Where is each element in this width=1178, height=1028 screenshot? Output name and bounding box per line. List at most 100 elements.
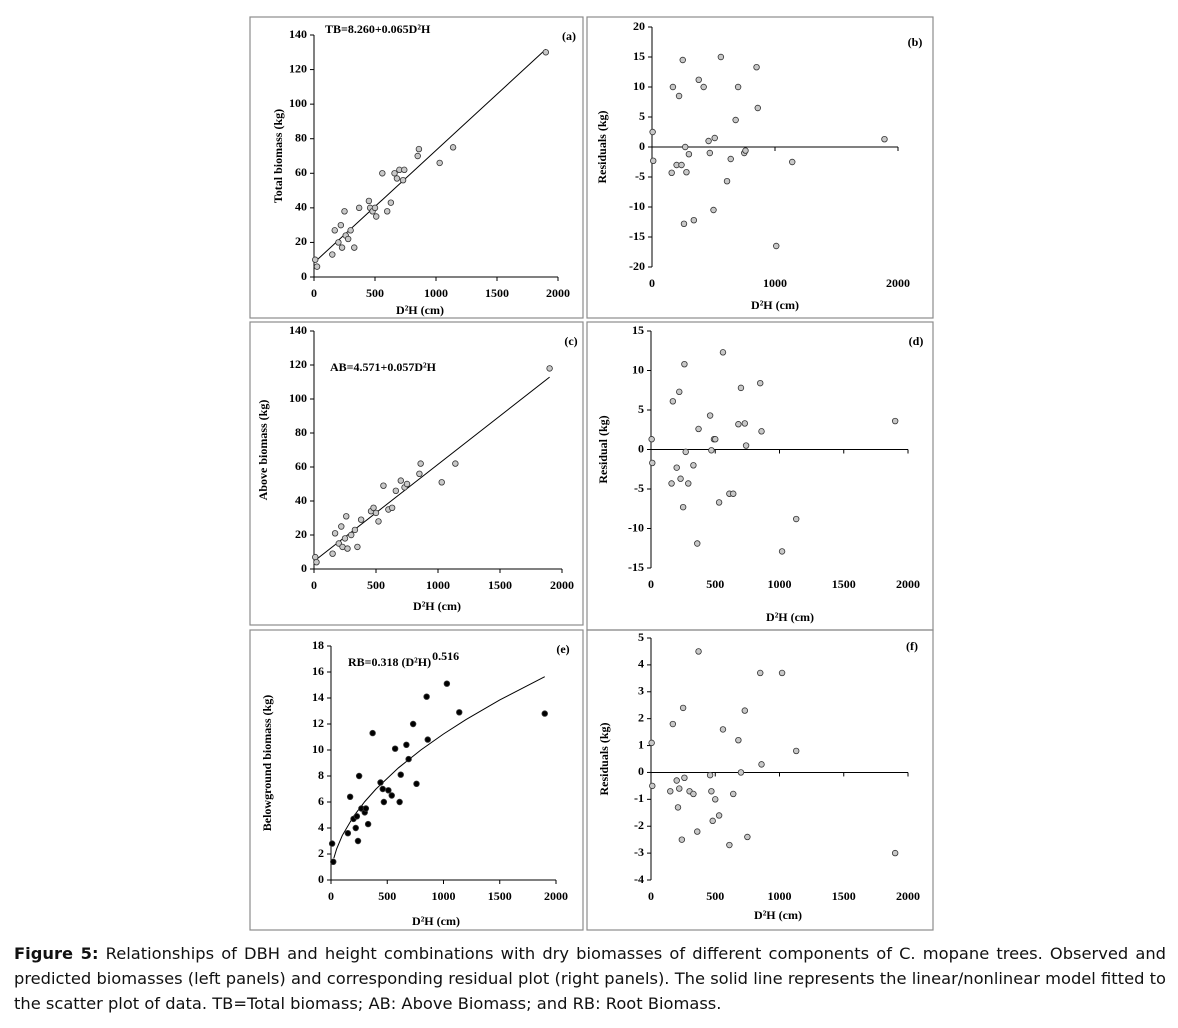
point (338, 523, 345, 530)
point (683, 168, 690, 176)
x-axis-label: D²H (cm) (396, 303, 444, 317)
point (715, 499, 723, 506)
point (354, 543, 361, 551)
point (379, 785, 386, 793)
x-tick-label: 1500 (488, 578, 512, 592)
point (681, 360, 688, 368)
y-tick-label: -1 (634, 791, 644, 805)
point (313, 559, 320, 566)
point (758, 428, 765, 435)
point (753, 63, 760, 71)
x-tick-label: 2000 (896, 577, 920, 591)
point (364, 820, 372, 828)
point (757, 379, 764, 387)
point (681, 774, 688, 782)
point (312, 553, 319, 561)
point (330, 858, 337, 865)
point (397, 477, 404, 484)
point (348, 531, 355, 539)
point (649, 459, 656, 467)
point (388, 504, 396, 511)
point (380, 798, 388, 806)
point (443, 680, 451, 687)
x-axis-label: D²H (cm) (754, 908, 802, 922)
point (690, 790, 697, 798)
y-tick-label: 0 (638, 764, 644, 778)
point (758, 761, 765, 768)
point (415, 145, 423, 153)
point (405, 755, 412, 763)
y-tick-label: -15 (628, 560, 644, 574)
point (676, 785, 683, 792)
point (337, 221, 345, 229)
x-tick-label: 2000 (544, 889, 568, 903)
point (436, 159, 443, 167)
point (649, 782, 656, 790)
x-tick-label: 1500 (485, 286, 509, 300)
point (649, 128, 656, 136)
y-tick-label: 40 (295, 200, 307, 214)
point (452, 460, 459, 467)
point (741, 420, 749, 427)
point (371, 204, 379, 212)
point (708, 788, 715, 795)
y-tick-label: -3 (634, 845, 644, 859)
x-tick-label: 2000 (550, 578, 574, 592)
y-tick-label: -10 (628, 520, 644, 534)
point (397, 771, 404, 778)
point (732, 116, 739, 124)
point (354, 837, 362, 845)
equation: TB=8.260+0.065D²H (325, 22, 431, 36)
point (712, 796, 719, 803)
y-tick-label: -20 (629, 259, 645, 273)
point (403, 480, 411, 488)
point (352, 824, 359, 832)
point (735, 421, 742, 428)
point (700, 83, 707, 91)
y-tick-label: 16 (312, 664, 324, 678)
point (730, 790, 737, 798)
point (372, 509, 380, 517)
x-tick-label: 0 (311, 578, 317, 592)
point (685, 150, 693, 158)
point (355, 204, 363, 212)
y-tick-label: 5 (638, 402, 644, 416)
point (391, 745, 399, 752)
point (331, 227, 338, 234)
y-tick-label: 20 (295, 527, 307, 541)
equation: RB=0.318 (D²H) (348, 655, 431, 669)
fit-line (313, 48, 547, 264)
y-tick-label: 12 (312, 716, 324, 730)
panel-frame (249, 16, 584, 319)
point (706, 412, 714, 419)
point (717, 53, 725, 61)
fit-line (333, 676, 545, 859)
point (710, 206, 717, 214)
y-tick-label: 20 (633, 19, 645, 33)
y-tick-label: 4 (318, 820, 324, 834)
x-tick-label: 500 (367, 578, 385, 592)
point (679, 704, 687, 712)
x-tick-label: 1500 (832, 889, 856, 903)
x-tick-label: 1000 (424, 286, 448, 300)
panel-frame (249, 629, 584, 931)
point (734, 83, 742, 91)
point (737, 384, 745, 392)
point (355, 772, 363, 780)
x-tick-label: 1500 (488, 889, 512, 903)
point (385, 787, 392, 794)
point (409, 720, 417, 728)
point (387, 199, 395, 206)
caption-label: Figure 5: (14, 944, 99, 963)
panel-label: (b) (908, 35, 923, 49)
x-tick-label: 0 (649, 276, 655, 290)
point (341, 535, 349, 542)
y-tick-label: 140 (289, 323, 307, 337)
point (726, 841, 733, 849)
y-tick-label: -10 (629, 199, 645, 213)
x-tick-label: 1000 (768, 577, 792, 591)
point (373, 213, 380, 220)
point (357, 516, 365, 523)
point (338, 244, 346, 251)
